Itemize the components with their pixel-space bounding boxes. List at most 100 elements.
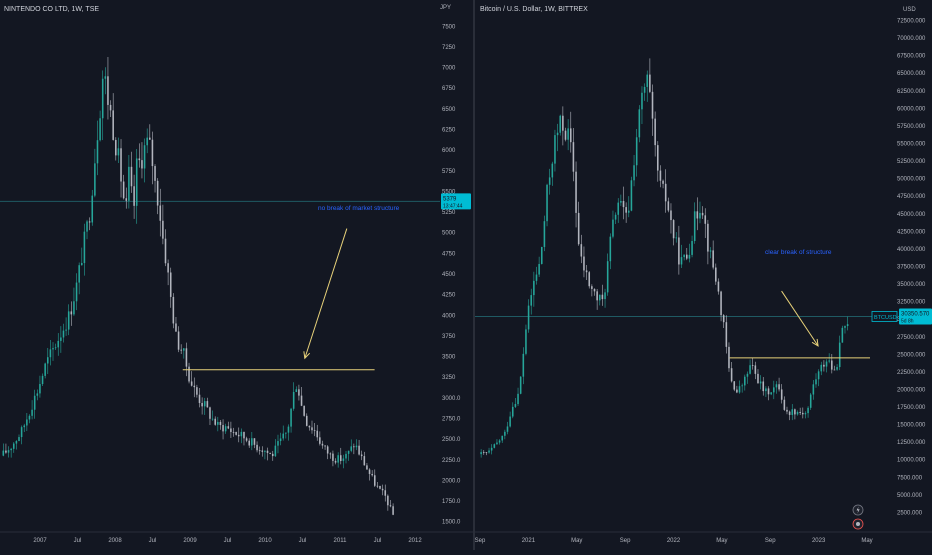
nintendo-candle xyxy=(308,425,311,428)
nintendo-candle xyxy=(162,220,164,239)
bitcoin-candle xyxy=(799,411,801,413)
nintendo-candle xyxy=(350,446,353,451)
nintendo-candle xyxy=(316,430,319,438)
nintendo-currency-label: JPY xyxy=(440,5,451,11)
bitcoin-x-tick-label: Sep xyxy=(475,538,486,544)
bitcoin-candle xyxy=(514,404,517,407)
nintendo-candle xyxy=(94,163,96,196)
nintendo-x-tick-label: Jul xyxy=(224,538,232,544)
nintendo-candle xyxy=(279,438,282,442)
bitcoin-y-tick-label: 70000.000 xyxy=(897,36,926,42)
bitcoin-candle xyxy=(846,324,849,327)
bitcoin-candle xyxy=(770,392,772,395)
nintendo-y-tick-label: 5500 xyxy=(442,189,456,195)
nintendo-candle xyxy=(224,426,227,432)
nintendo-y-tick-label: 5000 xyxy=(442,231,456,237)
bitcoin-y-tick-label: 10000.000 xyxy=(897,458,926,464)
nintendo-candle xyxy=(319,437,321,444)
nintendo-y-tick-label: 3250 xyxy=(442,375,456,381)
bitcoin-candle xyxy=(828,360,830,362)
nintendo-chart-title: NINTENDO CO LTD, 1W, TSE xyxy=(4,6,99,13)
nintendo-candle xyxy=(135,158,138,206)
bitcoin-candle xyxy=(736,389,738,393)
nintendo-candle xyxy=(2,450,5,456)
nintendo-candle xyxy=(227,426,230,429)
chart-divider[interactable] xyxy=(473,0,475,550)
nintendo-candle xyxy=(326,446,329,454)
nintendo-chart[interactable]: NINTENDO CO LTD, 1W, TSE JPY no break of… xyxy=(0,0,474,550)
nintendo-y-tick-label: 1750.0 xyxy=(442,499,461,505)
bitcoin-candle xyxy=(567,128,569,140)
nintendo-candle xyxy=(237,434,240,437)
bitcoin-candle xyxy=(738,386,741,393)
bitcoin-candle xyxy=(833,369,836,371)
nintendo-y-tick-label: 4750 xyxy=(442,251,456,257)
nintendo-annotation-arrowhead xyxy=(303,351,311,360)
bitcoin-candle xyxy=(540,246,543,264)
nintendo-x-tick-label: 2007 xyxy=(33,538,47,544)
bitcoin-candle xyxy=(670,210,672,221)
nintendo-chart-panel[interactable]: NINTENDO CO LTD, 1W, TSE JPY no break of… xyxy=(0,0,474,550)
bitcoin-candle xyxy=(765,388,767,392)
bitcoin-x-tick-label: May xyxy=(571,538,582,544)
bitcoin-candle xyxy=(641,92,643,110)
bitcoin-candle xyxy=(638,109,641,138)
nintendo-candle xyxy=(128,166,130,201)
nintendo-candle xyxy=(287,426,290,433)
nintendo-candle xyxy=(141,160,143,169)
bitcoin-y-tick-label: 5000.000 xyxy=(897,493,923,499)
bitcoin-candle xyxy=(693,211,696,242)
bitcoin-candle xyxy=(551,163,554,178)
bitcoin-candle xyxy=(543,221,546,247)
nintendo-candle xyxy=(214,418,216,425)
bitcoin-candle xyxy=(717,281,720,292)
bitcoin-candle xyxy=(654,118,656,146)
bitcoin-annotation-arrow[interactable] xyxy=(781,290,819,347)
bitcoin-chart-panel[interactable]: Bitcoin / U.S. Dollar, 1W, BITTREX USD c… xyxy=(475,0,932,550)
bitcoin-candle xyxy=(580,244,583,257)
bitcoin-candle xyxy=(709,250,712,252)
nintendo-candle xyxy=(52,348,54,350)
bitcoin-chart[interactable]: Bitcoin / U.S. Dollar, 1W, BITTREX USD c… xyxy=(475,0,932,550)
bitcoin-candle xyxy=(591,286,593,289)
bitcoin-candle xyxy=(759,381,762,384)
nintendo-candle xyxy=(282,433,285,439)
bitcoin-candle xyxy=(593,288,596,292)
bitcoin-candle xyxy=(664,183,667,202)
bitcoin-candle xyxy=(620,200,622,203)
nintendo-y-tick-label: 3000.0 xyxy=(442,396,461,402)
bitcoin-y-tick-label: 15000.000 xyxy=(897,423,926,429)
bitcoin-x-tick-label: Sep xyxy=(765,538,776,544)
nintendo-candle xyxy=(305,415,308,426)
bitcoin-candle xyxy=(546,184,548,222)
bitcoin-candle xyxy=(794,409,796,415)
nintendo-candle xyxy=(188,366,190,382)
nintendo-y-tick-label: 6750 xyxy=(442,86,456,92)
nintendo-candle xyxy=(91,195,94,223)
nintendo-annotation-arrow[interactable] xyxy=(304,228,348,359)
bitcoin-candle xyxy=(672,220,675,239)
bitcoin-y-tick-label: 32500.000 xyxy=(897,300,926,306)
nintendo-candle xyxy=(240,431,243,437)
nintendo-candle xyxy=(57,340,60,348)
bitcoin-candle xyxy=(780,389,783,400)
bitcoin-x-tick-label: May xyxy=(861,538,872,544)
bitcoin-candle xyxy=(815,379,817,385)
nintendo-candle xyxy=(180,349,182,351)
bitcoin-candle xyxy=(598,294,601,301)
bitcoin-candle xyxy=(825,361,828,367)
bitcoin-last-price-label: 30350.570 xyxy=(901,311,930,317)
nintendo-candle xyxy=(169,272,172,297)
nintendo-candle xyxy=(28,415,31,420)
nintendo-candle xyxy=(324,445,326,447)
nintendo-candle xyxy=(266,450,269,453)
nintendo-candle xyxy=(120,148,122,182)
nintendo-y-tick-label: 1500.0 xyxy=(442,520,461,526)
nintendo-candle xyxy=(167,263,169,273)
nintendo-last-price-sublabel: 13:47:44 xyxy=(443,203,463,209)
bitcoin-candle xyxy=(707,223,709,252)
nintendo-candle xyxy=(159,205,162,221)
nintendo-candle xyxy=(154,166,156,181)
nintendo-candle xyxy=(371,473,373,476)
nintendo-candle xyxy=(54,347,57,349)
